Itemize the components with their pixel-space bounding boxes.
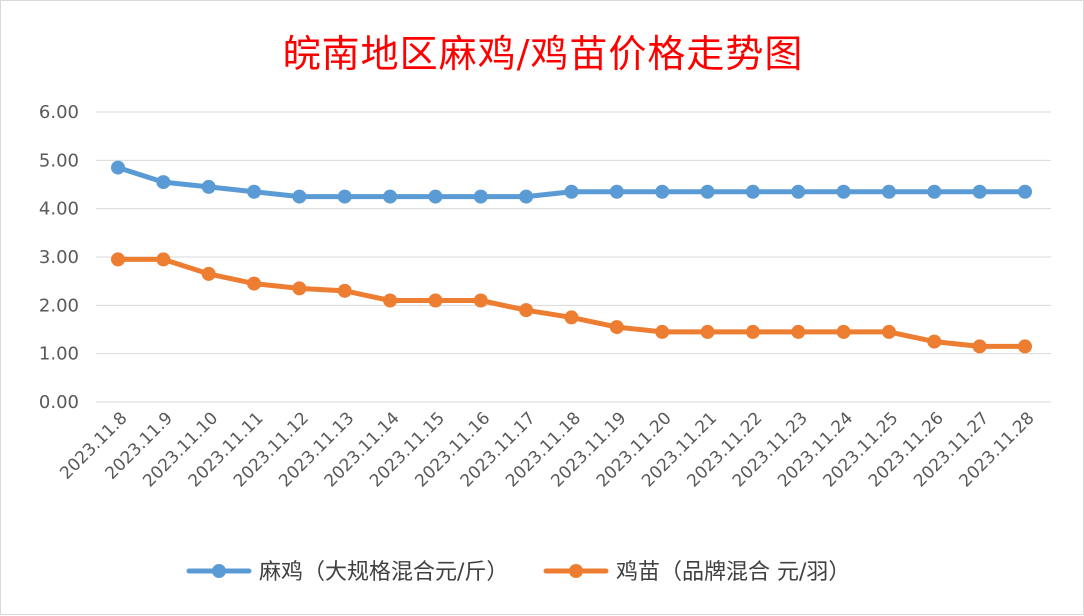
data-point (927, 184, 942, 199)
data-point (292, 281, 307, 296)
data-point (1018, 339, 1032, 354)
data-point (791, 324, 806, 339)
data-point (156, 252, 171, 267)
legend-label: 鸡苗（品牌混合 元/羽） (616, 560, 850, 585)
legend-label: 麻鸡（大规格混合元/斤） (259, 560, 508, 585)
data-point (609, 184, 624, 199)
data-point (655, 184, 670, 199)
data-point (337, 189, 352, 204)
data-point (337, 283, 352, 298)
data-point (791, 184, 806, 199)
data-point (745, 184, 760, 199)
data-point (428, 293, 443, 308)
data-point (519, 189, 534, 204)
data-point (473, 189, 488, 204)
data-point (836, 184, 851, 199)
data-point (201, 179, 216, 194)
data-point (111, 252, 125, 267)
y-tick-label: 0.00 (39, 392, 79, 413)
y-tick-label: 6.00 (39, 102, 79, 123)
data-point (201, 266, 216, 281)
data-point (972, 184, 987, 199)
data-point (745, 324, 760, 339)
data-point (564, 184, 579, 199)
y-tick-label: 5.00 (39, 150, 79, 171)
chart-title: 皖南地区麻鸡/鸡苗价格走势图 (282, 32, 804, 76)
y-tick-label: 1.00 (39, 344, 79, 365)
data-point (700, 184, 715, 199)
data-point (519, 303, 534, 318)
data-point (881, 184, 896, 199)
data-point (836, 324, 851, 339)
data-point (111, 160, 125, 175)
data-point (473, 293, 488, 308)
data-point (247, 184, 262, 199)
data-point (428, 189, 443, 204)
data-point (609, 320, 624, 335)
data-point (383, 293, 398, 308)
data-point (1018, 184, 1032, 199)
data-point (564, 310, 579, 325)
data-point (700, 324, 715, 339)
y-tick-label: 3.00 (39, 247, 79, 268)
data-point (972, 339, 987, 354)
y-tick-label: 2.00 (39, 295, 79, 316)
y-tick-label: 4.00 (39, 199, 79, 220)
legend-marker (212, 564, 226, 578)
data-point (927, 334, 942, 349)
data-point (292, 189, 307, 204)
data-point (881, 324, 896, 339)
legend-marker (569, 564, 583, 578)
data-point (383, 189, 398, 204)
data-point (247, 276, 262, 291)
data-point (156, 175, 171, 190)
data-point (655, 324, 670, 339)
